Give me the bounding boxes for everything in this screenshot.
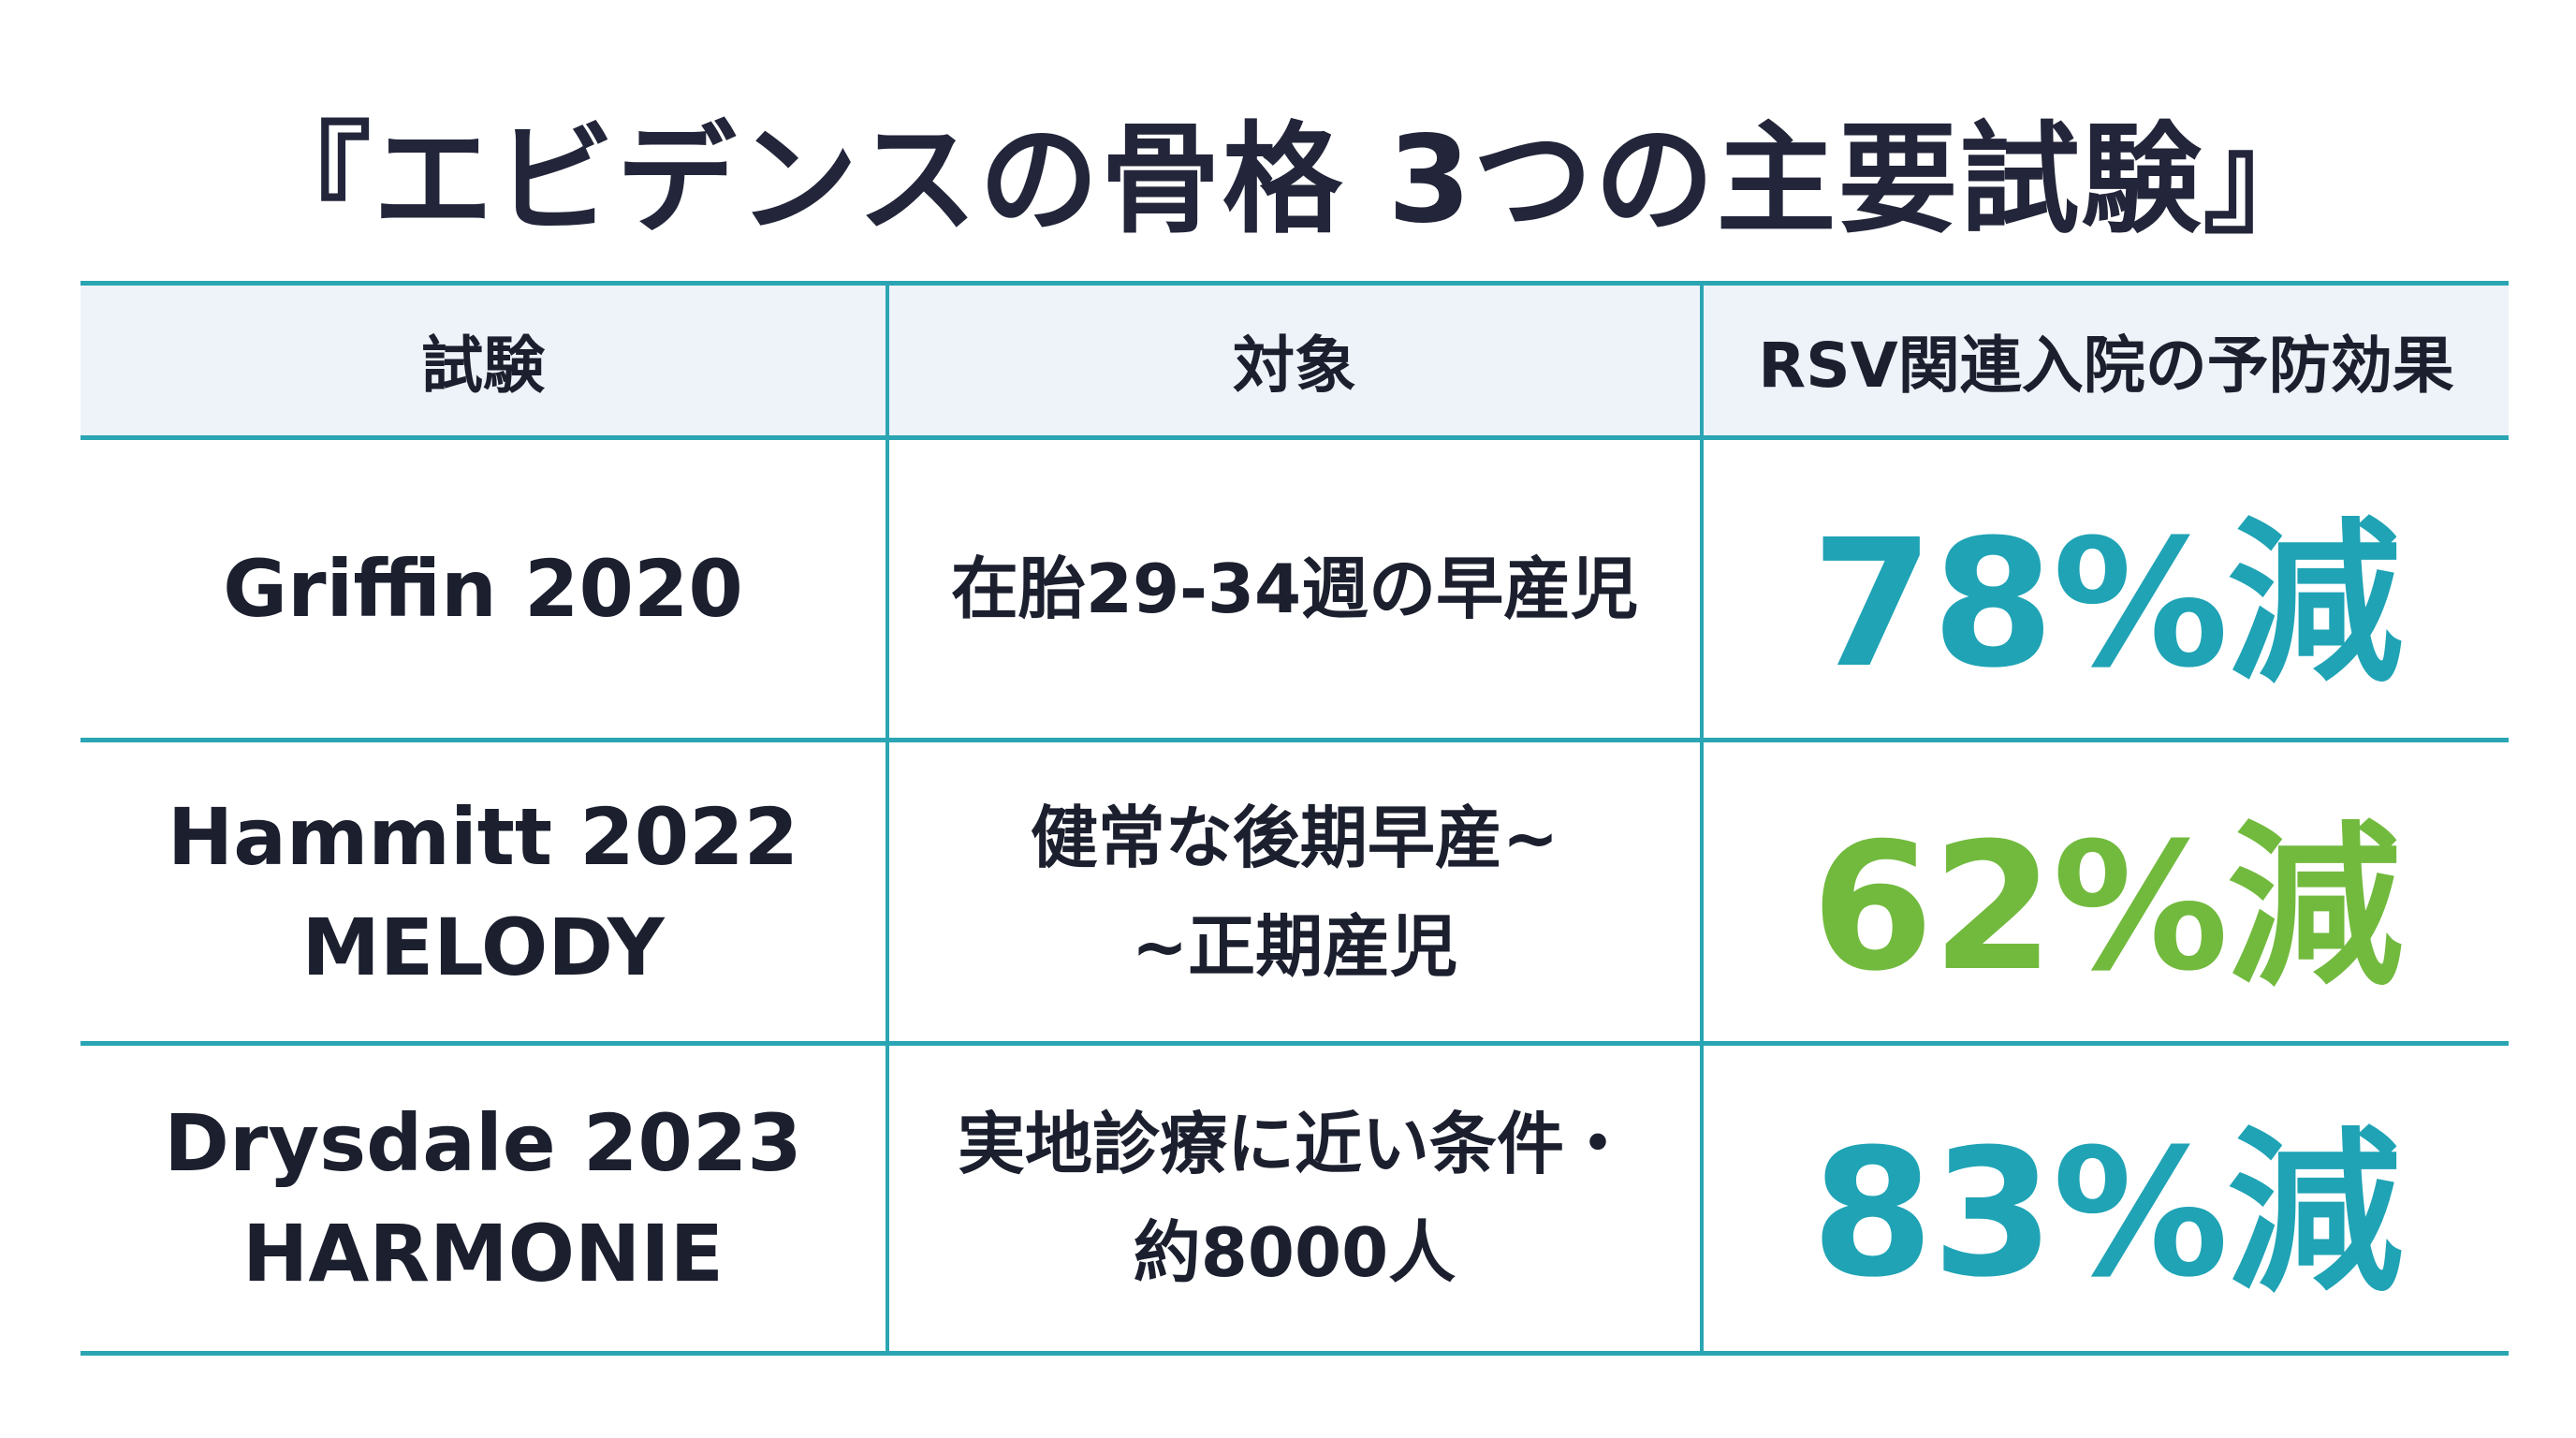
row-divider-1 <box>80 738 2509 742</box>
table-row-2-target: 健常な後期早産~ ~正期産児 <box>889 742 1700 1041</box>
table-row-3-effect: 83%減 <box>1704 1046 2509 1351</box>
effect-value: 83%減 <box>1811 1111 2403 1316</box>
table-row-1-effect: 78%減 <box>1704 440 2509 738</box>
target-population-line-2: 約8000人 <box>1133 1213 1456 1292</box>
target-population: 在胎29-34週の早産児 <box>950 550 1639 628</box>
trial-acronym: HARMONIE <box>242 1208 724 1299</box>
evidence-table: 試験 対象 RSV関連入院の予防効果 Griffin 2020 在胎29-34週… <box>80 281 2509 1357</box>
table-row-3-target: 実地診療に近い条件・ 約8000人 <box>889 1046 1700 1351</box>
trial-name: Drysdale 2023 <box>164 1097 802 1189</box>
trial-name: Hammitt 2022 <box>167 790 799 883</box>
header-trial: 試験 <box>421 330 545 402</box>
target-population-line-1: 健常な後期早産~ <box>1030 798 1559 877</box>
header-effect: RSV関連入院の予防効果 <box>1758 330 2454 402</box>
header-bottom-border <box>80 435 2509 440</box>
table-header-background <box>80 286 2509 435</box>
trial-acronym: MELODY <box>301 901 665 993</box>
page-title: 『エビデンスの骨格 3つの主要試験』 <box>251 110 2325 250</box>
table-row-2-trial: Hammitt 2022 MELODY <box>80 742 886 1041</box>
table-row-1-target: 在胎29-34週の早産児 <box>889 440 1700 738</box>
table-row-2-effect: 62%減 <box>1704 742 2509 1041</box>
table-bottom-border <box>80 1351 2509 1356</box>
trial-name: Griffin 2020 <box>223 543 743 635</box>
effect-value: 62%減 <box>1811 804 2403 1010</box>
table-row-3-trial: Drysdale 2023 HARMONIE <box>80 1046 886 1351</box>
table-row-1-trial: Griffin 2020 <box>80 440 886 738</box>
effect-value: 78%減 <box>1811 502 2403 707</box>
table-top-border <box>80 281 2509 286</box>
target-population-line-1: 実地診療に近い条件・ <box>957 1105 1632 1183</box>
column-divider-1 <box>886 281 889 1356</box>
row-divider-2 <box>80 1041 2509 1046</box>
header-target: 対象 <box>1233 330 1356 402</box>
column-divider-2 <box>1700 281 1704 1356</box>
target-population-line-2: ~正期産児 <box>1131 906 1458 986</box>
